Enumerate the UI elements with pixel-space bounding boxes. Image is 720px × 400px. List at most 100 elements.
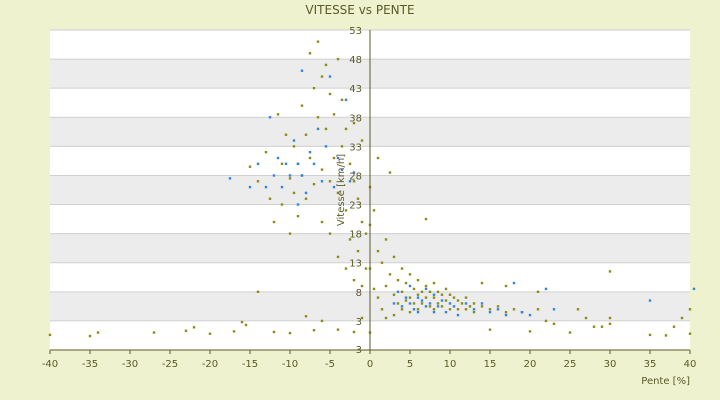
data-point <box>504 313 508 317</box>
x-tick-label: 15 <box>484 359 497 370</box>
data-point <box>424 305 428 308</box>
data-point <box>316 116 320 119</box>
data-point <box>272 220 276 224</box>
data-point <box>436 302 440 305</box>
data-point <box>552 322 556 326</box>
data-point <box>444 310 448 314</box>
data-point <box>384 238 388 241</box>
data-point <box>400 305 404 308</box>
data-point <box>340 168 344 171</box>
x-tick-label: -30 <box>122 359 138 370</box>
data-point <box>388 171 392 174</box>
data-point <box>408 284 412 288</box>
data-point <box>420 290 424 294</box>
data-point <box>396 302 400 305</box>
x-tick-label: -5 <box>325 359 335 370</box>
data-point <box>324 127 328 131</box>
data-point <box>328 232 332 235</box>
data-point <box>384 284 388 288</box>
data-point <box>304 315 308 318</box>
data-point <box>376 156 380 160</box>
data-point <box>348 162 352 166</box>
data-point <box>416 310 420 314</box>
data-point <box>292 191 296 195</box>
data-point <box>332 185 336 189</box>
data-point <box>468 305 472 308</box>
data-point <box>324 63 328 67</box>
data-point <box>288 177 292 180</box>
x-tick-label: -20 <box>202 359 218 370</box>
data-point <box>308 156 312 160</box>
data-point <box>284 133 288 136</box>
data-point <box>244 323 248 327</box>
data-point <box>304 133 308 136</box>
data-point <box>328 75 332 78</box>
data-point <box>316 127 320 131</box>
data-point <box>456 308 460 311</box>
data-point <box>360 220 364 224</box>
data-point <box>432 310 436 314</box>
data-point <box>192 326 196 329</box>
data-point <box>344 209 348 212</box>
data-point <box>412 308 416 311</box>
data-point <box>412 287 416 291</box>
data-point <box>496 305 500 308</box>
data-point <box>232 330 236 333</box>
data-point <box>608 316 612 320</box>
y-axis-title: Vitesse [km/h] <box>336 154 347 226</box>
data-point <box>304 191 308 195</box>
data-point <box>488 328 492 331</box>
data-point <box>428 290 432 294</box>
data-point <box>536 308 540 311</box>
data-point <box>432 296 436 299</box>
data-point <box>512 281 516 285</box>
axes <box>49 30 691 354</box>
data-point <box>316 40 320 43</box>
data-point <box>456 299 460 302</box>
data-point <box>440 293 444 296</box>
data-point <box>692 287 696 291</box>
data-point <box>488 310 492 314</box>
data-point <box>480 302 484 305</box>
data-point <box>544 287 548 291</box>
data-point <box>280 185 284 189</box>
data-point <box>404 296 408 299</box>
data-point <box>256 162 260 166</box>
data-point <box>312 182 316 186</box>
data-point <box>384 316 388 320</box>
data-point <box>504 310 508 314</box>
x-tick-label: 5 <box>407 359 413 370</box>
data-points <box>48 40 696 338</box>
data-point <box>396 278 400 282</box>
data-point <box>416 296 420 299</box>
data-point <box>404 299 408 302</box>
data-point <box>372 287 376 291</box>
data-point <box>420 299 424 302</box>
data-point <box>328 92 332 96</box>
data-point <box>288 331 292 335</box>
data-point <box>432 293 436 296</box>
data-point <box>308 150 312 154</box>
data-point <box>300 174 304 177</box>
y-tick-label: 3 <box>356 317 362 328</box>
x-tick-label: 20 <box>524 359 537 370</box>
data-point <box>672 325 676 328</box>
data-point <box>520 310 524 314</box>
data-point <box>312 86 316 90</box>
y-tick-label: 8 <box>356 288 362 299</box>
y-tick-label: 33 <box>349 142 362 153</box>
data-point <box>472 310 476 314</box>
x-tick-label: -15 <box>242 359 258 370</box>
data-point <box>608 270 612 273</box>
data-point <box>344 267 348 270</box>
x-tick-label: 25 <box>564 359 577 370</box>
data-point <box>600 325 604 328</box>
y-tick-label: 18 <box>349 230 362 241</box>
x-tick-label: -10 <box>282 359 298 370</box>
data-point <box>436 290 440 294</box>
data-point <box>356 197 360 200</box>
y-tick-label: 28 <box>349 171 362 182</box>
data-point <box>360 316 364 320</box>
data-point <box>324 145 328 148</box>
